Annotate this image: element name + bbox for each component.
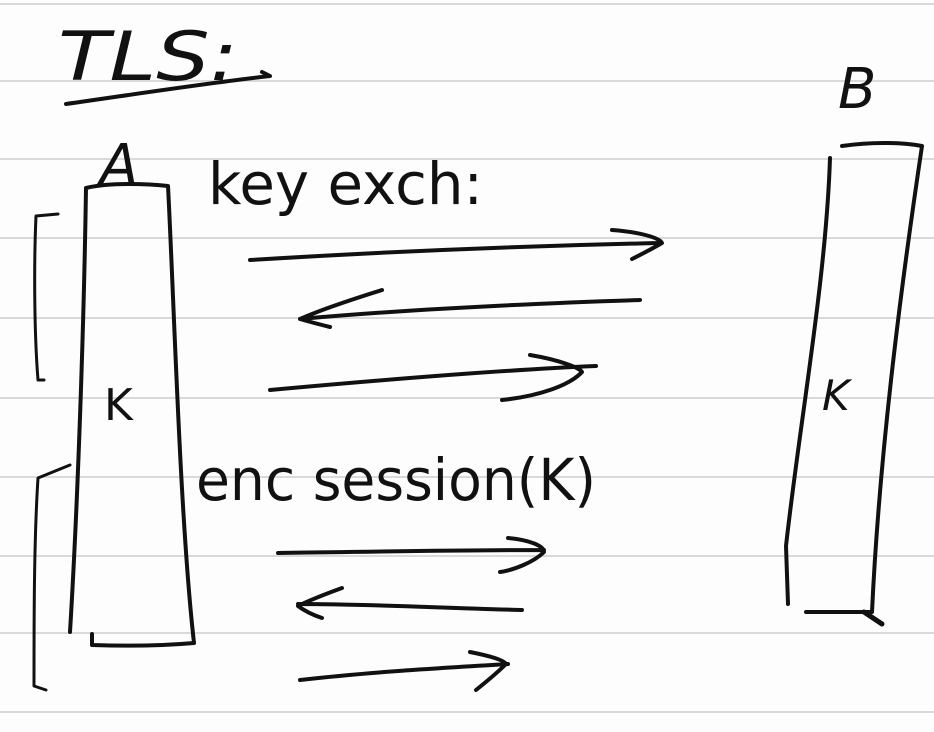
party-b-box [784,141,924,614]
arrow-a-to-b-1 [248,228,664,262]
key-a-label: K [104,380,134,431]
ruled-lines [0,3,934,713]
bracket-session [32,463,72,692]
arrow-b-to-a-1 [298,288,642,329]
arrow-b-to-a-2 [296,586,524,620]
heading-underline [64,70,272,106]
arrow-a-to-b-3 [276,536,546,574]
session-label: enc session(K) [196,446,596,514]
key-b-label: K [822,371,853,420]
key-exchange-label: key exch: [208,150,483,218]
party-a-box [68,182,196,648]
party-b-label: B [838,57,876,122]
party-a-label: A [97,133,138,198]
arrow-a-to-b-4 [298,650,510,692]
arrow-a-to-b-2 [268,353,598,402]
bracket-key-exchange [33,212,60,382]
party-b-box-corner [861,609,885,627]
